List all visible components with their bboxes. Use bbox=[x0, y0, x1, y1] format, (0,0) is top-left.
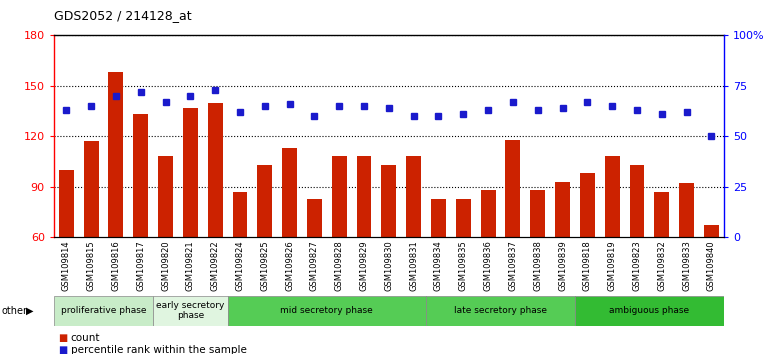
Bar bbox=[59, 170, 74, 237]
Text: ambiguous phase: ambiguous phase bbox=[609, 306, 689, 315]
Text: mid secretory phase: mid secretory phase bbox=[280, 306, 373, 315]
Bar bbox=[54, 296, 153, 326]
Text: ■: ■ bbox=[58, 333, 67, 343]
Bar bbox=[580, 173, 594, 237]
Bar bbox=[109, 73, 123, 237]
Bar bbox=[456, 199, 470, 237]
Bar bbox=[307, 199, 322, 237]
Bar bbox=[407, 156, 421, 237]
Bar bbox=[153, 296, 228, 326]
Bar bbox=[183, 108, 198, 237]
Bar bbox=[84, 141, 99, 237]
Bar bbox=[431, 199, 446, 237]
Bar bbox=[381, 165, 397, 237]
Bar bbox=[133, 114, 148, 237]
Text: ■: ■ bbox=[58, 346, 67, 354]
Text: ▶: ▶ bbox=[26, 306, 34, 316]
Bar bbox=[480, 190, 496, 237]
Bar bbox=[630, 165, 644, 237]
Text: late secretory phase: late secretory phase bbox=[454, 306, 547, 315]
Bar bbox=[555, 182, 570, 237]
Bar bbox=[531, 190, 545, 237]
Bar bbox=[505, 140, 521, 237]
Text: count: count bbox=[71, 333, 100, 343]
Text: percentile rank within the sample: percentile rank within the sample bbox=[71, 346, 246, 354]
Bar bbox=[704, 225, 719, 237]
Bar bbox=[679, 183, 694, 237]
Bar bbox=[208, 103, 223, 237]
Bar bbox=[257, 165, 273, 237]
Bar bbox=[282, 148, 297, 237]
Bar bbox=[158, 156, 173, 237]
Bar bbox=[426, 296, 575, 326]
Bar bbox=[604, 156, 620, 237]
Bar bbox=[332, 156, 346, 237]
Text: other: other bbox=[2, 306, 28, 316]
Text: early secretory
phase: early secretory phase bbox=[156, 301, 225, 320]
Text: proliferative phase: proliferative phase bbox=[61, 306, 146, 315]
Bar bbox=[654, 192, 669, 237]
Bar bbox=[233, 192, 247, 237]
Bar bbox=[357, 156, 371, 237]
Text: GDS2052 / 214128_at: GDS2052 / 214128_at bbox=[54, 9, 192, 22]
Bar bbox=[228, 296, 426, 326]
Bar bbox=[575, 296, 724, 326]
